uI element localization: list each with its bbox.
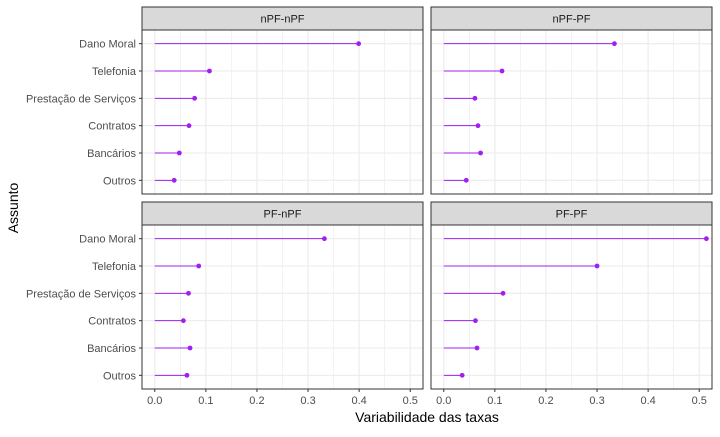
lollipop-point-dano-moral xyxy=(612,41,617,47)
y-tick-label: Telefonia xyxy=(92,261,137,273)
panel-pf-npf: PF-nPF Dano Moral Telefonia Prestação de Se… xyxy=(26,201,424,407)
y-tick-label: Prestação de Serviços xyxy=(26,288,137,300)
lollipop-point-presta-o-de-servi-os xyxy=(186,290,191,296)
facet-panels: nPF-nPF Dano Moral Telefonia Prestação de S… xyxy=(26,6,713,407)
lollipop-point-contratos xyxy=(475,123,481,129)
x-tick-label: 0.0 xyxy=(436,395,451,407)
lollipop-point-presta-o-de-servi-os xyxy=(472,95,478,101)
lollipop-point-dano-moral xyxy=(356,41,362,47)
lollipop-point-outros xyxy=(459,372,465,378)
facet-strip xyxy=(430,6,713,31)
lollipop-point-presta-o-de-servi-os xyxy=(500,290,506,296)
lollipop-point-dano-moral xyxy=(321,236,327,242)
x-axis-title: Variabilidade das taxas xyxy=(355,409,499,425)
x-tick-label: 0.3 xyxy=(589,395,604,407)
y-tick-label: Contratos xyxy=(88,121,136,133)
y-tick-label: Bancários xyxy=(87,343,136,355)
x-tick-label: 0.3 xyxy=(300,395,315,407)
panel-npf-npf: nPF-nPF Dano Moral Telefonia Prestação de S… xyxy=(26,6,424,195)
panel-npf-pf: nPF-PF xyxy=(430,6,713,195)
lollipop-point-presta-o-de-servi-os xyxy=(192,95,198,101)
facet-strip-label: nPF-nPF xyxy=(260,14,304,26)
facet-strip-label: PF-PF xyxy=(556,209,588,221)
lollipop-point-banc-rios xyxy=(176,150,182,156)
y-tick-label: Bancários xyxy=(87,148,136,160)
lollipop-point-telefonia xyxy=(594,263,600,269)
x-tick-label: 0.5 xyxy=(692,395,707,407)
y-tick-label: Telefonia xyxy=(92,66,137,78)
lollipop-point-banc-rios xyxy=(478,150,483,156)
lollipop-point-banc-rios xyxy=(187,345,193,351)
x-tick-label: 0.2 xyxy=(249,395,264,407)
x-tick-label: 0.1 xyxy=(198,395,213,407)
lollipop-point-contratos xyxy=(180,318,186,324)
y-tick-label: Prestação de Serviços xyxy=(26,93,137,105)
y-tick-label: Outros xyxy=(103,370,137,382)
x-tick-label: 0.4 xyxy=(351,395,366,407)
y-axis-title: Assunto xyxy=(5,182,21,233)
lollipop-point-outros xyxy=(463,177,469,183)
facet-strip xyxy=(141,201,424,226)
y-tick-label: Outros xyxy=(103,175,137,187)
x-tick-label: 0.1 xyxy=(487,395,502,407)
lollipop-point-contratos xyxy=(186,123,192,129)
y-tick-label: Dano Moral xyxy=(79,234,136,246)
y-tick-label: Contratos xyxy=(88,316,136,328)
x-tick-label: 0.0 xyxy=(147,395,162,407)
x-tick-label: 0.2 xyxy=(538,395,553,407)
lollipop-point-dano-moral xyxy=(703,236,709,242)
lollipop-point-telefonia xyxy=(207,68,212,74)
lollipop-point-outros xyxy=(184,372,190,378)
facet-strip-label: nPF-PF xyxy=(553,14,591,26)
lollipop-point-telefonia xyxy=(196,263,202,269)
panel-pf-pf: PF-PF 0.0 0.1 0.2 0.3 0.4 0.5 xyxy=(430,201,713,407)
y-tick-label: Dano Moral xyxy=(79,39,136,51)
x-tick-label: 0.4 xyxy=(640,395,655,407)
facet-strip xyxy=(141,6,424,31)
facet-strip xyxy=(430,201,713,226)
lollipop-point-contratos xyxy=(473,318,478,324)
lollipop-point-telefonia xyxy=(499,68,505,74)
facet-strip-label: PF-nPF xyxy=(264,209,302,221)
lollipop-point-banc-rios xyxy=(474,345,480,351)
lollipop-point-outros xyxy=(171,177,177,183)
x-tick-label: 0.5 xyxy=(403,395,418,407)
